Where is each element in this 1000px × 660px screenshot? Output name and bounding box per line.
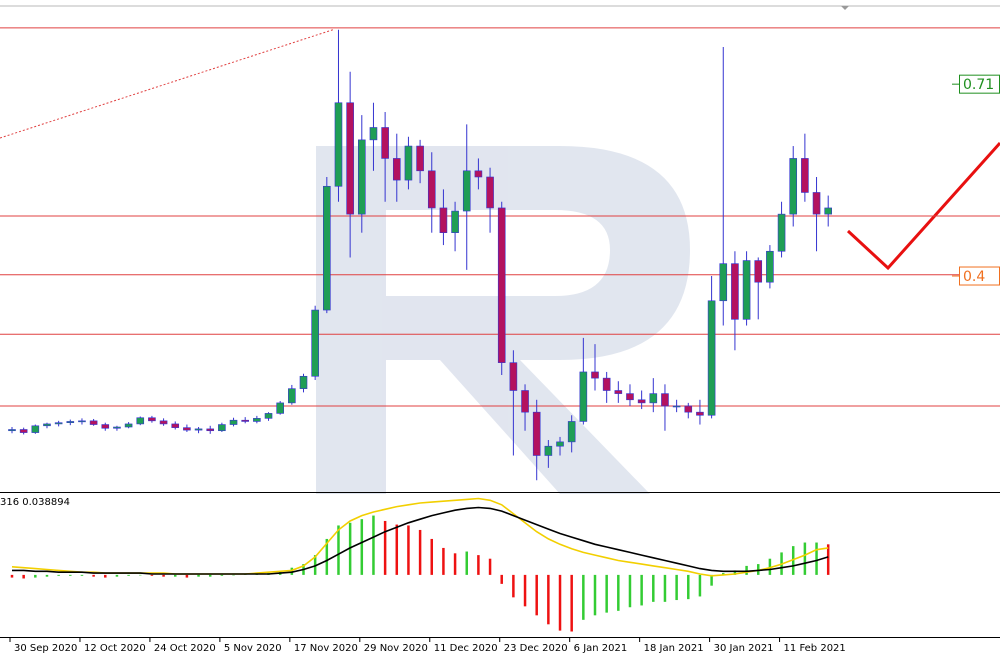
watermark-bowl <box>386 146 690 494</box>
candle-body <box>66 421 75 423</box>
candle-body <box>777 213 786 252</box>
candle-body <box>567 421 576 443</box>
candle-body <box>637 399 646 404</box>
x-tick-label: 24 Oct 2020 <box>154 643 216 654</box>
candle-body <box>288 388 296 404</box>
scroll-marker <box>841 6 849 10</box>
candle-body <box>754 260 763 283</box>
x-tick-label: 17 Nov 2020 <box>294 643 358 654</box>
candle-body <box>54 422 63 425</box>
x-tick-label: 6 Jan 2021 <box>574 643 628 654</box>
macd-line <box>12 506 829 575</box>
candle-body <box>497 207 506 363</box>
candle-body <box>381 127 389 159</box>
candle-body <box>672 405 681 408</box>
candle-body <box>357 139 366 215</box>
candle-body <box>731 263 739 320</box>
x-tick-label: 11 Dec 2020 <box>434 643 498 654</box>
candle-body <box>521 390 529 413</box>
x-tick-label: 30 Sep 2020 <box>14 643 77 654</box>
candle-body <box>404 145 413 181</box>
candle-body <box>311 309 319 377</box>
candle-body <box>31 425 40 433</box>
candle-body <box>299 375 308 389</box>
candle-body <box>392 158 401 181</box>
candle-body <box>346 102 354 215</box>
candle-body <box>113 426 121 429</box>
candle-body <box>241 419 249 422</box>
candle-body <box>579 371 588 422</box>
candle-body <box>323 185 331 311</box>
x-tick-label: 18 Jan 2021 <box>644 643 704 654</box>
x-tick-label: 5 Nov 2020 <box>224 643 282 654</box>
candle-body <box>218 424 226 432</box>
candle-body <box>614 390 623 394</box>
candle-body <box>451 210 459 233</box>
price-label: 0.4 <box>963 269 985 285</box>
candle-body <box>509 362 518 391</box>
candle-body <box>369 127 378 141</box>
candle-body <box>707 300 716 416</box>
candle-body <box>812 192 821 215</box>
candle-body <box>159 420 168 425</box>
candle-body <box>696 411 704 416</box>
candle-body <box>532 411 541 456</box>
candle-body <box>253 418 261 422</box>
price-label: 0.71 <box>963 77 994 93</box>
candle-body <box>439 207 448 233</box>
candle-body <box>684 405 693 413</box>
candle-body <box>427 170 436 209</box>
candle-body <box>474 170 483 178</box>
candle-body <box>591 371 599 379</box>
candle-body <box>334 102 343 187</box>
candle-body <box>766 250 774 283</box>
x-tick-label: 23 Dec 2020 <box>504 643 568 654</box>
candle-body <box>101 424 110 429</box>
candle-body <box>194 428 203 431</box>
candle-body <box>544 445 553 456</box>
candle-body <box>742 260 751 320</box>
candle-body <box>183 427 191 431</box>
indicator-label: 316 0.038894 <box>0 497 70 508</box>
candle-body <box>8 429 16 432</box>
candle-body <box>124 423 133 428</box>
x-tick-label: 11 Feb 2021 <box>784 643 846 654</box>
candle-body <box>486 176 494 209</box>
candle-body <box>206 428 215 432</box>
candle-body <box>276 402 284 414</box>
candle-body <box>626 393 634 401</box>
candle-body <box>661 393 669 407</box>
candle-body <box>171 423 180 428</box>
candle-body <box>89 420 98 425</box>
x-tick-label: 29 Nov 2020 <box>364 643 428 654</box>
candle-body <box>229 419 238 425</box>
candle-body <box>148 417 156 422</box>
x-tick-label: 12 Oct 2020 <box>84 643 146 654</box>
candle-body <box>416 145 424 172</box>
candle-body <box>649 393 658 404</box>
candle-body <box>43 423 51 427</box>
candle-body <box>556 441 564 447</box>
candle-body <box>719 263 728 302</box>
candle-body <box>462 170 471 212</box>
forecast-arrow <box>846 141 1000 271</box>
candle-body <box>602 377 611 391</box>
candle-body <box>801 158 809 193</box>
candle-body <box>136 417 145 425</box>
candle-body <box>19 429 28 433</box>
candle-body <box>824 207 833 215</box>
candle-body <box>789 158 798 215</box>
candle-body <box>264 413 273 419</box>
x-tick-label: 30 Jan 2021 <box>714 643 774 654</box>
candle-body <box>78 420 86 423</box>
